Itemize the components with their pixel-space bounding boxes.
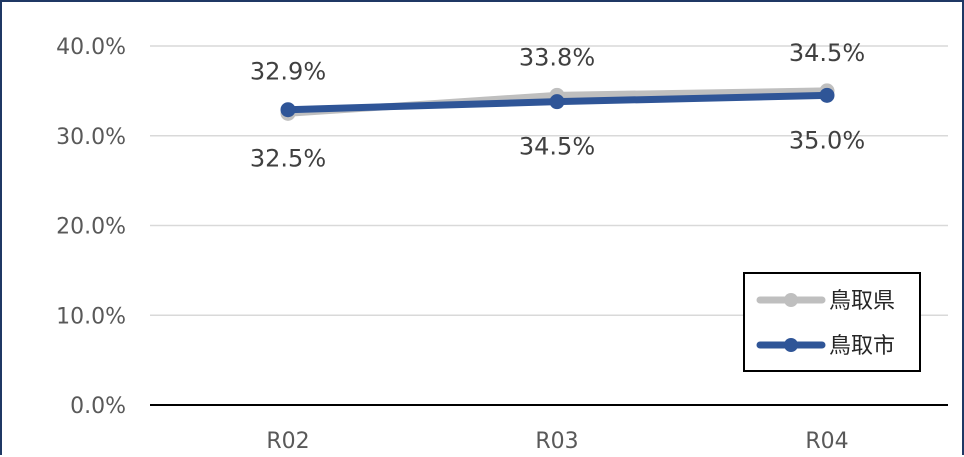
data-point-1	[549, 94, 565, 110]
data-label: 32.5%	[250, 144, 326, 172]
gridlines	[150, 45, 948, 406]
y-tick-label: 20.0%	[56, 215, 126, 240]
data-label: 35.0%	[789, 126, 865, 154]
data-label: 32.9%	[250, 58, 326, 86]
legend-label-shi: 鳥取市	[829, 334, 895, 359]
y-tick-label: 30.0%	[56, 125, 126, 150]
data-label: 34.5%	[519, 133, 595, 161]
legend-box	[743, 272, 921, 372]
y-axis-ticks: 0.0% 10.0% 20.0% 30.0% 40.0%	[56, 35, 126, 419]
legend-marker-shi	[784, 338, 798, 352]
legend: 鳥取県 鳥取市	[743, 272, 921, 372]
data-point-1	[819, 87, 835, 103]
y-tick-label: 0.0%	[70, 394, 126, 419]
x-tick-label: R03	[535, 429, 578, 454]
data-point-1	[280, 102, 296, 118]
y-tick-label: 10.0%	[56, 304, 126, 329]
x-tick-label: R02	[266, 429, 309, 454]
legend-label-ken: 鳥取県	[829, 289, 895, 314]
x-tick-label: R04	[805, 429, 848, 454]
data-label: 33.8%	[519, 43, 595, 71]
x-axis-ticks: R02 R03 R04	[266, 429, 848, 454]
data-labels: 32.9% 33.8% 34.5% 32.5% 34.5% 35.0%	[250, 39, 865, 172]
legend-marker-ken	[784, 293, 798, 307]
data-label: 34.5%	[789, 39, 865, 67]
y-tick-label: 40.0%	[56, 35, 126, 60]
series-group	[280, 83, 835, 121]
